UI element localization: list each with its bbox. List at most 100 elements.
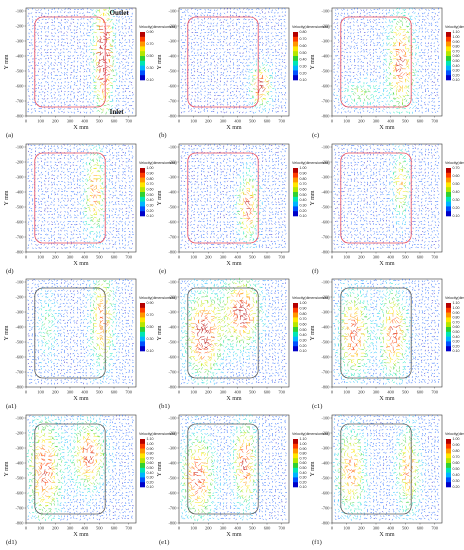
vector-arrow <box>199 54 202 56</box>
vector-arrow <box>83 14 85 17</box>
vector-arrow <box>194 110 197 112</box>
vector-arrow <box>67 28 70 30</box>
vector-arrow <box>114 65 117 68</box>
vector-arrow <box>190 77 192 79</box>
colorbar-swatch <box>446 32 451 38</box>
vector-arrow <box>132 41 134 43</box>
vector-arrow <box>194 8 197 10</box>
vector-arrow <box>93 15 96 17</box>
vector-arrow <box>31 19 34 21</box>
vector-arrow <box>35 57 37 60</box>
vector-arrow <box>214 81 216 83</box>
vector-arrow <box>223 8 226 10</box>
vector-arrow <box>72 88 75 90</box>
vector-arrow <box>38 111 41 113</box>
y-tick-label: -600 <box>15 220 24 225</box>
vector-arrow <box>57 52 60 54</box>
y-axis-label: Y mm <box>4 190 10 205</box>
y-tick-label: -100 <box>15 145 24 150</box>
vector-arrow <box>112 34 116 37</box>
vector-arrow <box>82 8 84 10</box>
colorbar-swatch <box>293 51 298 57</box>
vector-arrow <box>82 65 84 67</box>
vector-arrow <box>90 18 92 20</box>
vector-arrow <box>120 34 123 37</box>
vector-arrow <box>181 32 184 34</box>
vector-arrow <box>50 105 52 107</box>
vector-arrow <box>53 64 55 66</box>
x-tick-label: 700 <box>125 119 132 124</box>
vector-arrow <box>35 15 37 18</box>
vector-arrow <box>47 94 49 96</box>
vector-arrow <box>220 35 223 37</box>
y-tick-label: -100 <box>321 9 330 14</box>
vector-arrow <box>204 11 207 13</box>
y-tick-label: -300 <box>15 175 24 180</box>
vector-arrow <box>28 80 31 83</box>
colorbar-tick: 0.10 <box>453 78 460 82</box>
vector-arrow <box>212 38 215 40</box>
vector-arrow <box>128 77 131 79</box>
vector-arrow <box>207 64 209 66</box>
colorbar-tick: 0.20 <box>453 73 460 77</box>
vector-arrow <box>48 101 50 103</box>
colorbar-tick: 0.30 <box>453 69 460 73</box>
vector-arrow <box>103 104 107 107</box>
vector-arrow <box>130 81 133 83</box>
y-tick-label: -500 <box>15 69 24 74</box>
vector-arrow <box>184 68 187 71</box>
vector-arrow <box>119 12 122 14</box>
vector-arrow <box>76 100 78 103</box>
vector-arrow <box>93 40 96 43</box>
vector-arrow <box>96 65 101 69</box>
vector-arrow <box>83 28 86 30</box>
vector-arrow <box>93 65 95 68</box>
vector-arrow <box>91 44 94 46</box>
vector-arrow <box>57 94 60 96</box>
vector-arrow <box>197 108 200 110</box>
vector-arrow <box>191 47 193 50</box>
vector-arrow <box>31 77 33 79</box>
vector-arrow <box>127 15 130 17</box>
vector-arrow <box>67 87 69 89</box>
vector-arrow <box>77 22 79 25</box>
vector-arrow <box>97 9 101 12</box>
vector-arrow <box>102 42 107 46</box>
vector-arrow <box>185 84 187 86</box>
vector-arrow <box>94 85 97 88</box>
vector-arrow <box>91 18 94 20</box>
vector-arrow <box>90 48 94 51</box>
colorbar-tick: 0.70 <box>300 37 307 41</box>
vector-arrow <box>96 35 98 39</box>
vector-arrow <box>206 61 208 63</box>
vector-arrow <box>191 28 193 30</box>
vector-arrow <box>91 72 94 75</box>
vector-arrow <box>181 104 184 107</box>
colorbar-swatch <box>446 56 451 62</box>
vector-arrow <box>44 44 47 46</box>
vector-arrow <box>124 65 126 68</box>
vector-arrow <box>207 97 209 99</box>
vector-arrow <box>193 77 195 79</box>
vector-arrow <box>109 45 114 47</box>
vector-arrow <box>209 25 212 27</box>
vector-arrow <box>202 35 205 37</box>
vector-arrow <box>209 83 212 86</box>
vector-arrow <box>119 80 121 83</box>
vector-arrow <box>217 17 219 20</box>
vector-arrow <box>90 76 92 79</box>
vector-arrow <box>37 9 39 11</box>
vector-arrow <box>214 67 216 70</box>
vector-arrow <box>197 62 199 65</box>
vector-arrow <box>59 54 62 56</box>
vector-arrow <box>128 110 130 112</box>
x-tick-label: 500 <box>249 119 256 124</box>
vector-arrow <box>122 78 124 81</box>
vector-arrow <box>90 29 92 32</box>
vector-arrow <box>61 35 63 37</box>
colorbar-tick: 1.00 <box>453 35 460 39</box>
vector-arrow <box>82 60 84 63</box>
colorbar-tick: 0.90 <box>147 30 154 34</box>
vector-arrow <box>77 42 79 44</box>
vector-arrow <box>188 42 190 44</box>
